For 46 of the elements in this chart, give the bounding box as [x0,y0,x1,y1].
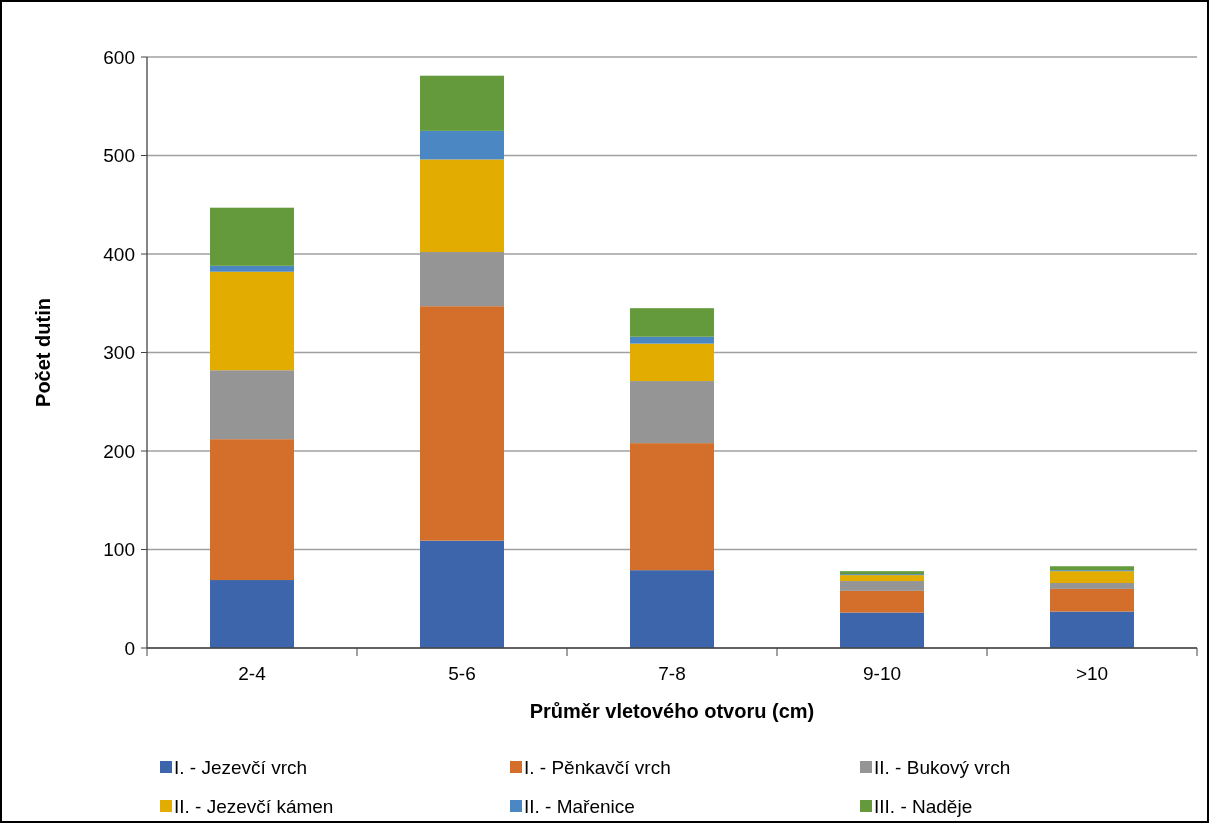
legend-label: II. - Mařenice [524,795,635,817]
bar [630,443,714,571]
bar [630,570,714,648]
x-tick-label: >10 [1075,663,1109,684]
bar [210,207,294,266]
bar [1050,566,1134,571]
y-axis-title: Počet dutin [32,298,54,407]
bar [420,540,504,648]
bar [420,75,504,131]
bar [840,612,924,648]
x-tick-label: 9-10 [862,663,902,684]
bar [210,265,294,272]
legend-label: II. - Bukový vrch [874,756,1011,778]
x-tick-label: 7-8 [658,663,686,684]
bar [1050,588,1134,612]
y-tick-label: 100 [103,539,135,561]
bar [840,575,924,582]
bar [630,336,714,344]
y-tick-label: 0 [124,637,135,659]
bar [630,381,714,444]
x-tick-label: 5-6 [448,663,476,684]
bar [840,590,924,613]
x-axis-title: Průměr vletového otvoru (cm) [529,700,815,722]
y-tick-label: 500 [103,145,135,167]
y-tick-label: 300 [103,342,135,364]
legend-label: III. - Naděje [874,795,973,817]
bar [420,130,504,160]
y-tick-label: 600 [103,46,135,68]
x-tick-label: 2-4 [238,663,267,684]
bar [1050,611,1134,648]
y-tick-label: 400 [103,243,135,265]
bar [840,581,924,591]
y-tick-label: 200 [103,440,135,462]
bar [1050,571,1134,583]
bar [210,580,294,648]
bar [1050,582,1134,589]
bar [420,306,504,541]
bar [210,271,294,371]
legend-label: I. - Jezevčí vrch [174,756,308,778]
legend-label: II. - Jezevčí kámen [174,795,334,817]
bar [630,308,714,337]
bar [210,439,294,581]
legend-label: I. - Pěnkavčí vrch [524,756,671,778]
bar [420,159,504,253]
bar [630,343,714,382]
bar [210,370,294,440]
